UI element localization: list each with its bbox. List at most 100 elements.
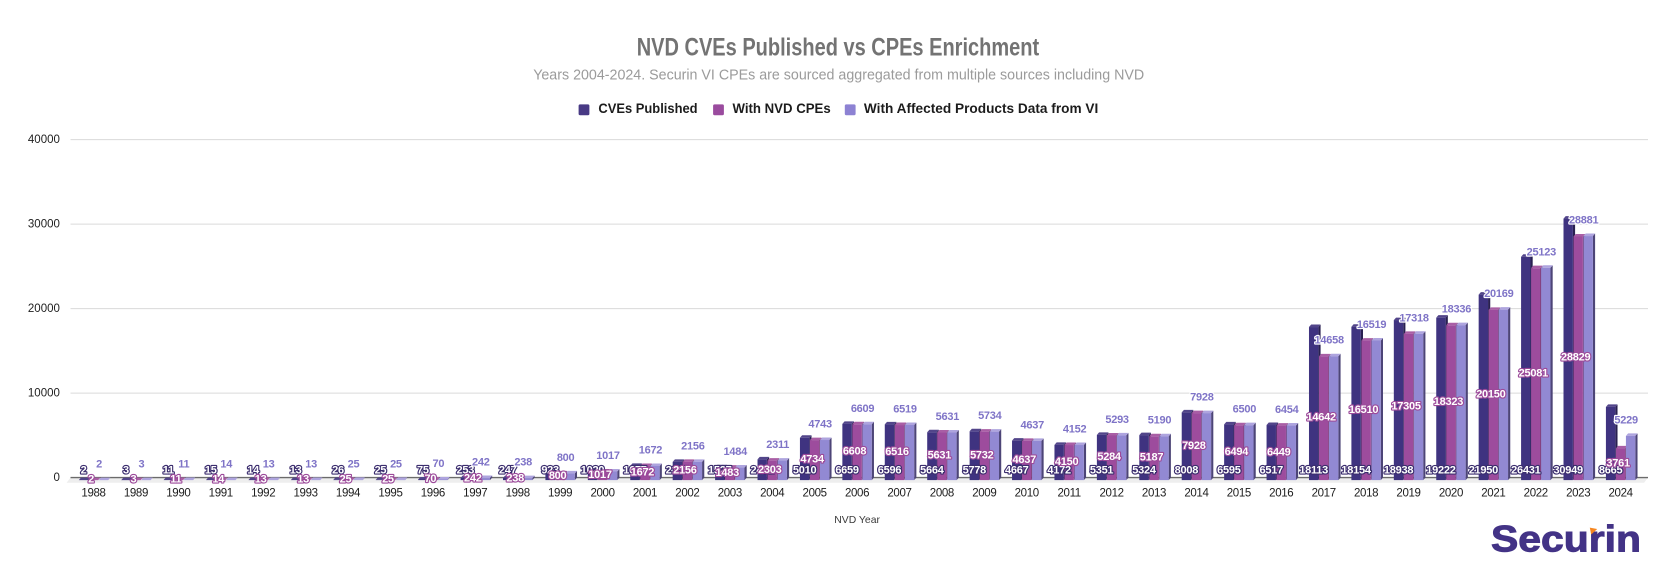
svg-text:7928: 7928 bbox=[1190, 392, 1214, 404]
svg-text:3: 3 bbox=[123, 465, 129, 477]
svg-text:6494: 6494 bbox=[1225, 446, 1250, 458]
svg-text:238: 238 bbox=[514, 457, 532, 469]
svg-text:800: 800 bbox=[557, 452, 575, 464]
svg-text:2002: 2002 bbox=[675, 487, 699, 499]
svg-text:6595: 6595 bbox=[1217, 465, 1241, 477]
svg-text:4172: 4172 bbox=[1047, 465, 1071, 477]
svg-text:13: 13 bbox=[290, 465, 302, 477]
svg-text:5190: 5190 bbox=[1148, 415, 1172, 427]
svg-text:26431: 26431 bbox=[1511, 465, 1540, 477]
svg-text:2: 2 bbox=[81, 465, 87, 477]
svg-text:17305: 17305 bbox=[1391, 400, 1420, 412]
svg-text:11: 11 bbox=[163, 465, 174, 477]
svg-text:2005: 2005 bbox=[803, 487, 827, 499]
svg-text:13: 13 bbox=[263, 458, 275, 470]
svg-text:25081: 25081 bbox=[1519, 368, 1548, 380]
svg-text:2006: 2006 bbox=[845, 487, 869, 499]
svg-text:20150: 20150 bbox=[1476, 388, 1505, 400]
svg-text:8008: 8008 bbox=[1175, 465, 1199, 477]
svg-text:242: 242 bbox=[464, 472, 482, 484]
svg-text:4637: 4637 bbox=[1012, 454, 1036, 466]
svg-text:18113: 18113 bbox=[1299, 465, 1328, 477]
svg-text:247: 247 bbox=[499, 465, 517, 477]
svg-text:3: 3 bbox=[138, 459, 144, 471]
svg-text:13: 13 bbox=[255, 473, 267, 485]
svg-text:2018: 2018 bbox=[1354, 487, 1378, 499]
svg-text:253: 253 bbox=[456, 465, 474, 477]
svg-text:5324: 5324 bbox=[1132, 465, 1157, 477]
svg-text:17318: 17318 bbox=[1399, 312, 1428, 324]
svg-text:75: 75 bbox=[417, 465, 429, 477]
svg-text:2022: 2022 bbox=[1524, 487, 1548, 499]
svg-text:1990: 1990 bbox=[166, 487, 190, 499]
svg-text:2000: 2000 bbox=[590, 487, 614, 499]
svg-text:1677: 1677 bbox=[623, 465, 647, 477]
svg-text:2: 2 bbox=[96, 459, 102, 471]
svg-text:2004: 2004 bbox=[760, 487, 785, 499]
svg-text:2015: 2015 bbox=[1227, 487, 1251, 499]
svg-text:5732: 5732 bbox=[970, 449, 994, 461]
svg-text:19222: 19222 bbox=[1426, 465, 1455, 477]
svg-text:1988: 1988 bbox=[81, 487, 105, 499]
svg-text:25123: 25123 bbox=[1527, 246, 1556, 258]
svg-text:14: 14 bbox=[247, 465, 260, 477]
svg-text:6519: 6519 bbox=[893, 404, 917, 416]
svg-text:25: 25 bbox=[382, 473, 394, 485]
svg-text:5284: 5284 bbox=[1097, 451, 1122, 463]
svg-text:Years 2004-2024. Securin VI CP: Years 2004-2024. Securin VI CPEs are sou… bbox=[533, 67, 1144, 84]
svg-text:1996: 1996 bbox=[421, 487, 445, 499]
svg-text:2010: 2010 bbox=[1015, 487, 1039, 499]
svg-text:2020: 2020 bbox=[1439, 487, 1463, 499]
svg-text:1527: 1527 bbox=[708, 465, 732, 477]
svg-text:1995: 1995 bbox=[378, 487, 402, 499]
svg-text:2156: 2156 bbox=[681, 440, 705, 452]
svg-text:2012: 2012 bbox=[1099, 487, 1123, 499]
svg-text:1017: 1017 bbox=[588, 469, 612, 481]
svg-text:28829: 28829 bbox=[1561, 352, 1590, 364]
svg-text:5229: 5229 bbox=[1614, 414, 1638, 426]
svg-text:2303: 2303 bbox=[758, 464, 782, 476]
svg-text:1997: 1997 bbox=[463, 487, 487, 499]
svg-text:11: 11 bbox=[170, 473, 181, 485]
svg-text:2011: 2011 bbox=[1057, 487, 1080, 499]
svg-text:70: 70 bbox=[432, 458, 444, 470]
svg-text:30949: 30949 bbox=[1554, 465, 1583, 477]
svg-text:7928: 7928 bbox=[1182, 440, 1206, 452]
svg-text:70: 70 bbox=[424, 473, 436, 485]
svg-text:4743: 4743 bbox=[808, 419, 832, 431]
svg-text:2: 2 bbox=[88, 473, 94, 485]
svg-text:2014: 2014 bbox=[1184, 487, 1209, 499]
svg-text:2311: 2311 bbox=[766, 439, 789, 451]
svg-text:30000: 30000 bbox=[28, 219, 60, 231]
svg-text:4152: 4152 bbox=[1063, 424, 1087, 436]
svg-text:14: 14 bbox=[220, 458, 233, 470]
svg-text:26: 26 bbox=[332, 465, 344, 477]
svg-text:14: 14 bbox=[212, 473, 225, 485]
svg-text:Securin: Securin bbox=[1491, 518, 1641, 560]
svg-text:2157: 2157 bbox=[666, 465, 690, 477]
svg-text:2019: 2019 bbox=[1396, 487, 1420, 499]
svg-text:5631: 5631 bbox=[936, 411, 960, 423]
svg-text:1020: 1020 bbox=[581, 465, 605, 477]
svg-text:14658: 14658 bbox=[1315, 335, 1344, 347]
svg-text:16510: 16510 bbox=[1349, 404, 1378, 416]
svg-text:6516: 6516 bbox=[885, 446, 909, 458]
svg-text:11: 11 bbox=[178, 459, 189, 471]
svg-text:3761: 3761 bbox=[1606, 458, 1630, 470]
svg-text:25: 25 bbox=[348, 458, 360, 470]
svg-text:6659: 6659 bbox=[835, 465, 859, 477]
svg-text:5293: 5293 bbox=[1105, 414, 1129, 426]
svg-text:10000: 10000 bbox=[28, 388, 60, 400]
svg-text:923: 923 bbox=[541, 465, 559, 477]
svg-text:1998: 1998 bbox=[506, 487, 530, 499]
svg-text:With Affected Products Data fr: With Affected Products Data from VI bbox=[864, 101, 1098, 116]
svg-text:1672: 1672 bbox=[631, 466, 655, 478]
svg-text:2009: 2009 bbox=[972, 487, 996, 499]
svg-text:2001: 2001 bbox=[633, 487, 657, 499]
svg-text:5351: 5351 bbox=[1090, 465, 1114, 477]
svg-text:242: 242 bbox=[472, 457, 490, 469]
svg-text:18323: 18323 bbox=[1434, 396, 1463, 408]
svg-text:6454: 6454 bbox=[1275, 404, 1300, 416]
svg-text:6449: 6449 bbox=[1267, 446, 1291, 458]
svg-text:2017: 2017 bbox=[1312, 487, 1336, 499]
